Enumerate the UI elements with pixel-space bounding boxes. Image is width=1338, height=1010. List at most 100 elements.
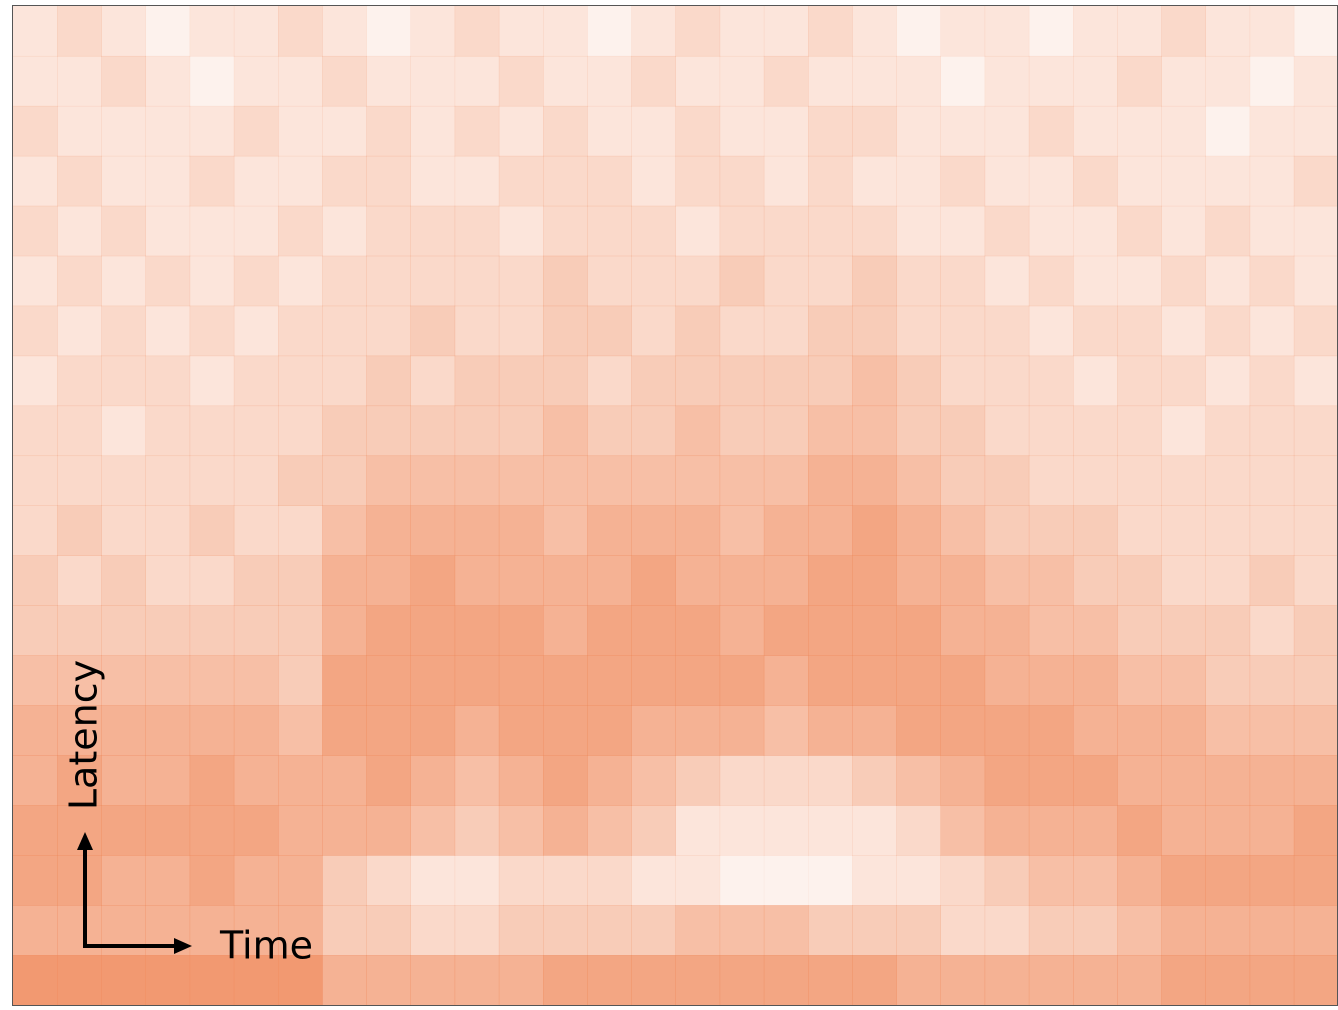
heatmap-cell — [940, 305, 986, 357]
heatmap-cell — [587, 955, 632, 1006]
heatmap-cell — [763, 505, 809, 556]
heatmap-cell — [1249, 355, 1295, 407]
heatmap-cell — [57, 855, 102, 906]
heatmap-cell — [984, 705, 1030, 756]
heatmap-cell — [1293, 805, 1338, 856]
heatmap-cell — [543, 705, 588, 756]
heatmap-cell — [1073, 155, 1118, 207]
heatmap-cell — [808, 555, 853, 606]
heatmap-cell — [940, 255, 986, 307]
heatmap-cell — [1028, 455, 1074, 506]
heatmap-cell — [1073, 905, 1118, 956]
heatmap-cell — [101, 55, 146, 107]
heatmap-cell — [1249, 505, 1295, 556]
heatmap-cell — [145, 455, 191, 506]
heatmap-cell — [1205, 455, 1251, 506]
heatmap-cell — [233, 55, 279, 107]
heatmap-cell — [631, 505, 676, 556]
heatmap-cell — [852, 255, 897, 307]
heatmap-cell — [233, 405, 279, 457]
heatmap-cell — [1073, 455, 1118, 506]
heatmap-cell — [631, 855, 676, 906]
heatmap-cell — [808, 255, 853, 307]
heatmap-cell — [189, 155, 235, 207]
heatmap-cell — [1073, 755, 1118, 806]
heatmap-cell — [984, 805, 1030, 856]
heatmap-cell — [940, 905, 986, 956]
heatmap-cell — [852, 755, 897, 806]
heatmap-cell — [1028, 905, 1074, 956]
heatmap-cell — [1205, 155, 1251, 207]
heatmap-cell — [675, 605, 721, 656]
heatmap-cell — [278, 305, 323, 357]
heatmap-cell — [1117, 755, 1162, 806]
heatmap-cell — [763, 405, 809, 457]
heatmap-cell — [1073, 805, 1118, 856]
heatmap-cell — [896, 155, 941, 207]
heatmap-cell — [1073, 555, 1118, 606]
heatmap-cell — [808, 6, 853, 57]
heatmap-cell — [1117, 455, 1162, 506]
heatmap-cell — [13, 755, 58, 806]
heatmap-cell — [984, 605, 1030, 656]
heatmap-cell — [13, 105, 58, 157]
heatmap-cell — [1205, 255, 1251, 307]
heatmap-cell — [233, 505, 279, 556]
heatmap-cell — [145, 405, 191, 457]
heatmap-cell — [984, 755, 1030, 806]
heatmap-cell — [498, 905, 544, 956]
heatmap-cell — [57, 155, 102, 207]
heatmap-cell — [1293, 605, 1338, 656]
heatmap-cell — [278, 6, 323, 57]
heatmap-cell — [587, 6, 632, 57]
heatmap-cell — [322, 755, 367, 806]
heatmap-cell — [189, 755, 235, 806]
heatmap-cell — [543, 355, 588, 407]
heatmap-cell — [57, 605, 102, 656]
heatmap-cell — [631, 205, 676, 257]
heatmap-cell — [1073, 405, 1118, 457]
heatmap-cell — [1161, 655, 1206, 706]
heatmap-cell — [631, 805, 676, 856]
heatmap-cell — [1028, 105, 1074, 157]
heatmap-cell — [940, 555, 986, 606]
heatmap-cell — [1028, 655, 1074, 706]
heatmap-cell — [587, 805, 632, 856]
heatmap-cell — [587, 755, 632, 806]
heatmap-cell — [852, 955, 897, 1006]
heatmap-cell — [1249, 305, 1295, 357]
heatmap-cell — [763, 805, 809, 856]
heatmap-cell — [852, 555, 897, 606]
heatmap-cell — [896, 455, 941, 506]
heatmap-cell — [763, 655, 809, 706]
heatmap-cell — [1249, 805, 1295, 856]
heatmap-cell — [852, 6, 897, 57]
heatmap-cell — [233, 755, 279, 806]
heatmap-cell — [410, 405, 456, 457]
heatmap-cell — [808, 755, 853, 806]
heatmap-cell — [101, 355, 146, 407]
heatmap-cell — [1249, 6, 1295, 57]
heatmap-cell — [1028, 255, 1074, 307]
heatmap-cells — [13, 6, 1338, 1006]
heatmap-cell — [1161, 155, 1206, 207]
heatmap-cell — [366, 805, 411, 856]
heatmap-cell — [940, 655, 986, 706]
heatmap-cell — [1205, 105, 1251, 157]
heatmap-cell — [366, 255, 411, 307]
heatmap-cell — [13, 255, 58, 307]
heatmap-cell — [587, 455, 632, 506]
heatmap-cell — [896, 955, 941, 1006]
heatmap-cell — [543, 955, 588, 1006]
heatmap-cell — [631, 105, 676, 157]
heatmap-cell — [101, 505, 146, 556]
heatmap-cell — [631, 55, 676, 107]
heatmap-cell — [675, 355, 721, 407]
heatmap-cell — [587, 305, 632, 357]
heatmap-cell — [278, 505, 323, 556]
heatmap-cell — [233, 155, 279, 207]
heatmap-cell — [940, 155, 986, 207]
heatmap-cell — [366, 6, 411, 57]
heatmap-cell — [233, 655, 279, 706]
